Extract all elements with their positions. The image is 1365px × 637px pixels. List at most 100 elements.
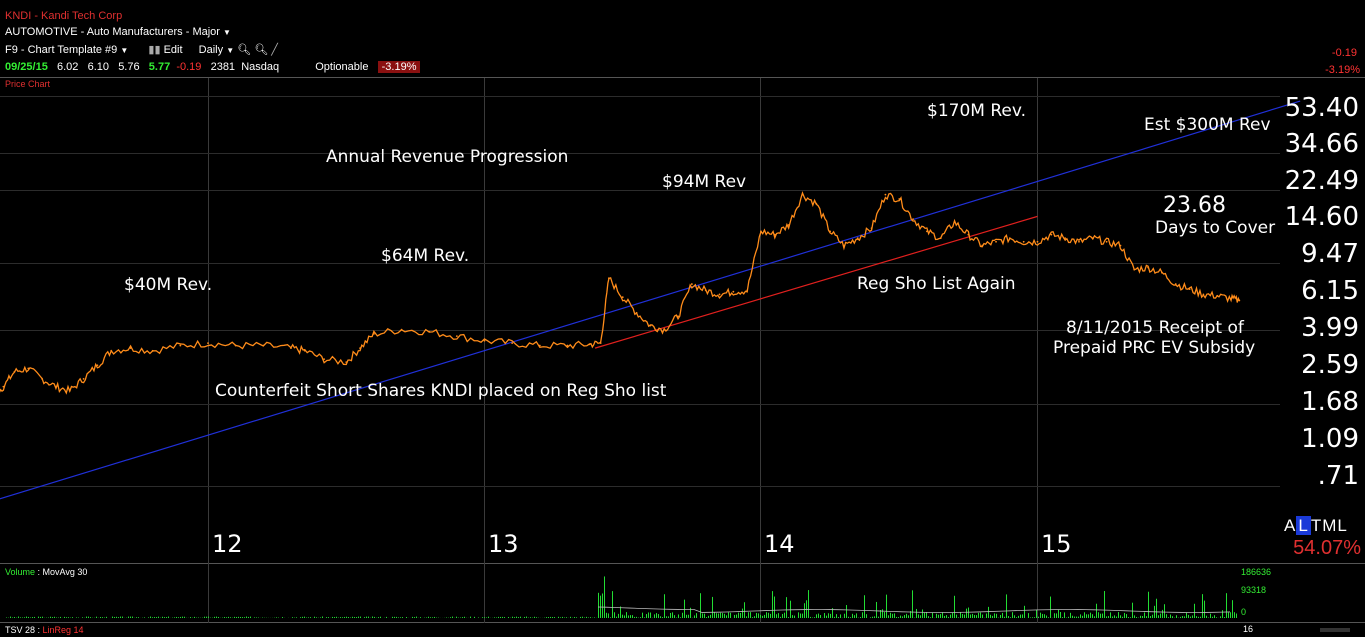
volume-bar bbox=[1104, 591, 1105, 618]
volume-bar bbox=[1022, 614, 1023, 618]
price-point bbox=[179, 344, 182, 347]
volume-bar bbox=[1032, 617, 1033, 618]
mode-l-active[interactable]: L bbox=[1296, 516, 1311, 535]
volume-bar bbox=[340, 617, 341, 618]
volume-bar bbox=[374, 616, 375, 618]
price-point bbox=[704, 289, 707, 292]
volume-bar bbox=[20, 617, 21, 618]
chevron-down-icon[interactable]: ▼ bbox=[223, 28, 231, 37]
volume-bar bbox=[836, 614, 837, 618]
scrollbar-thumb[interactable] bbox=[1320, 628, 1350, 632]
volume-bar bbox=[326, 617, 327, 618]
volume-bar bbox=[240, 616, 241, 618]
volume-bar bbox=[508, 617, 509, 618]
volume-bar bbox=[928, 616, 929, 618]
volume-bar bbox=[952, 612, 953, 618]
volume-bar bbox=[1140, 615, 1141, 618]
mode-t[interactable]: T bbox=[1310, 516, 1323, 535]
volume-bar bbox=[352, 616, 353, 618]
draw-line-icon[interactable]: ╱ bbox=[271, 44, 278, 56]
volume-bar bbox=[112, 616, 113, 618]
volume-bar bbox=[750, 612, 751, 618]
volume-bar bbox=[614, 612, 615, 618]
volume-bar bbox=[190, 617, 191, 618]
volume-bar bbox=[604, 576, 605, 618]
volume-bar bbox=[958, 617, 959, 618]
sector-line[interactable]: AUTOMOTIVE - Auto Manufacturers - Major … bbox=[5, 26, 231, 38]
volume-bar bbox=[666, 616, 667, 618]
chart-template-dropdown[interactable]: F9 - Chart Template #9 ▼ bbox=[5, 44, 128, 56]
volume-bar bbox=[920, 615, 921, 618]
volume-bar bbox=[96, 616, 97, 618]
volume-bar bbox=[364, 617, 365, 618]
volume-bar bbox=[620, 606, 621, 618]
price-line bbox=[0, 190, 1240, 395]
footer-divider bbox=[0, 622, 1365, 623]
volume-bar bbox=[1024, 605, 1025, 618]
volume-bar bbox=[1164, 604, 1165, 618]
volume-bar bbox=[90, 617, 91, 618]
volume-bar bbox=[26, 616, 27, 618]
edit-button[interactable]: ▮▮ Edit bbox=[148, 44, 182, 56]
period-dropdown[interactable]: Daily ▼ bbox=[199, 44, 234, 56]
volume-bar bbox=[1084, 612, 1085, 618]
volume-bar bbox=[524, 616, 525, 618]
trendline bbox=[0, 100, 1301, 500]
mode-a[interactable]: A bbox=[1284, 516, 1297, 535]
volume-bar bbox=[1134, 615, 1135, 618]
volume-bar bbox=[566, 617, 567, 618]
volume-bar bbox=[372, 616, 373, 618]
volume-bar bbox=[882, 609, 883, 618]
grid-hline bbox=[0, 263, 1280, 264]
annotation-est-300m: Est $300M Rev bbox=[1144, 115, 1271, 135]
volume-bar bbox=[394, 616, 395, 618]
volume-bar bbox=[582, 616, 583, 618]
volume-bar bbox=[1206, 615, 1207, 618]
mode-l[interactable]: L bbox=[1337, 516, 1348, 535]
volume-bar bbox=[12, 617, 13, 618]
volume-bar bbox=[402, 617, 403, 618]
volume-bar bbox=[316, 617, 317, 618]
annotation-days-value: 23.68 bbox=[1163, 193, 1226, 218]
price-point bbox=[829, 230, 832, 233]
volume-bar bbox=[164, 617, 165, 618]
price-point bbox=[1008, 237, 1011, 240]
price-point bbox=[1147, 266, 1149, 269]
panel-label: Price Chart bbox=[5, 79, 51, 89]
mode-m[interactable]: M bbox=[1322, 516, 1338, 535]
zoom-in-icon[interactable]: 🔍︎ bbox=[237, 44, 252, 56]
volume-bar bbox=[828, 613, 829, 618]
bars-icon: ▮▮ bbox=[148, 44, 161, 56]
volume-bar bbox=[14, 617, 15, 618]
volume-bar bbox=[114, 616, 115, 618]
volume-bar bbox=[880, 609, 881, 618]
price-point bbox=[746, 289, 749, 292]
volume-bar bbox=[1180, 616, 1181, 618]
volume-bar bbox=[734, 614, 735, 618]
volume-bar bbox=[1222, 610, 1223, 618]
price-point bbox=[599, 342, 602, 345]
y-tick-label: 34.66 bbox=[1284, 129, 1359, 159]
volume-bar bbox=[180, 616, 181, 618]
volume-bar bbox=[460, 617, 461, 618]
volume-bar bbox=[766, 612, 767, 618]
volume-bar bbox=[228, 616, 229, 618]
price-point bbox=[1161, 271, 1163, 274]
volume-bar bbox=[470, 616, 471, 618]
volume-bar bbox=[50, 616, 51, 618]
volume-bar bbox=[852, 613, 853, 618]
volume-bar bbox=[1096, 603, 1097, 618]
volume-bar bbox=[636, 616, 637, 618]
zoom-out-icon[interactable]: 🔍︎ bbox=[254, 44, 269, 56]
y-tick-label: 14.60 bbox=[1284, 202, 1359, 232]
volume-bar bbox=[772, 591, 773, 618]
symbol-title[interactable]: KNDI - Kandi Tech Corp bbox=[5, 10, 123, 22]
price-point bbox=[82, 377, 85, 380]
volume-bar bbox=[1102, 613, 1103, 618]
volume-bar bbox=[150, 616, 151, 618]
volume-bar bbox=[392, 616, 393, 618]
mode-selector: A L TML bbox=[1284, 516, 1348, 536]
volume-bar bbox=[606, 612, 607, 618]
volume-bar bbox=[526, 616, 527, 618]
